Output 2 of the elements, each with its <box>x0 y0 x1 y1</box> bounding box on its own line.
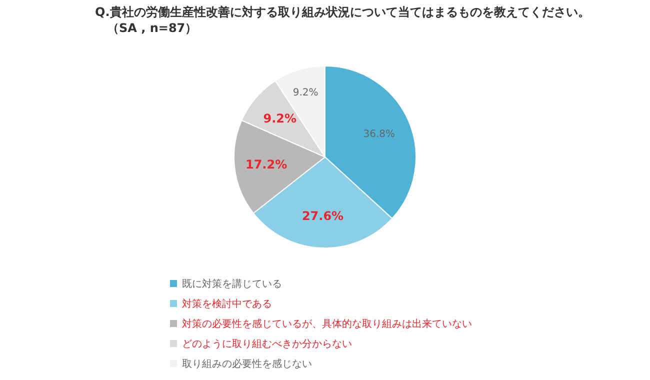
subtitle: （SA , n=87） <box>107 21 198 35</box>
title: Q.貴社の労働生産性改善に対する取り組み状況について当てはまるものを教えてください。 <box>95 5 590 19</box>
